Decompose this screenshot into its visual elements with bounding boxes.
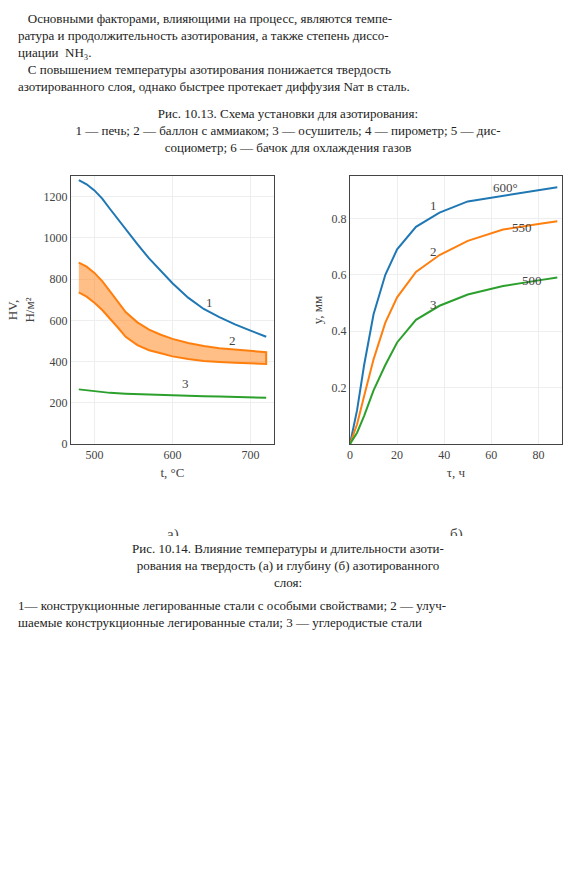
svg-text:1000: 1000 — [44, 231, 68, 245]
svg-text:2: 2 — [229, 333, 236, 348]
svg-text:400: 400 — [50, 355, 68, 369]
svg-text:20: 20 — [391, 448, 403, 462]
html-text:Рис. 10.14. Влияние температур: Рис. 10.14. Влияние температуры и длител… — [132, 541, 444, 556]
html-text:социометр; 6 — бачок для охлаж: социометр; 6 — бачок для охлаждения газо… — [164, 140, 412, 155]
svg-text:40: 40 — [438, 448, 450, 462]
html-text:рования на твердость (а) и глу: рования на твердость (а) и глубину (б) а… — [136, 558, 440, 573]
html-text:азотированного слоя, однако бы: азотированного слоя, однако быстрее прот… — [18, 79, 410, 94]
html-text:1— конструкционные легированны: 1— конструкционные легированные стали с … — [18, 598, 446, 613]
html-text:шаемые конструкционные легиров: шаемые конструкционные легированные стал… — [18, 615, 422, 630]
html-text:циации NH₃.: циации NH₃. — [18, 45, 92, 60]
svg-text:1: 1 — [206, 295, 213, 310]
svg-text:0: 0 — [347, 448, 353, 462]
svg-text:80: 80 — [532, 448, 544, 462]
svg-text:б): б) — [450, 526, 463, 536]
svg-text:1: 1 — [430, 198, 437, 213]
svg-text:60: 60 — [485, 448, 497, 462]
svg-text:3: 3 — [430, 297, 437, 312]
svg-text:600: 600 — [50, 314, 68, 328]
svg-text:500: 500 — [85, 448, 103, 462]
svg-text:0.8: 0.8 — [332, 212, 347, 226]
svg-text:а): а) — [167, 526, 179, 536]
svg-text:500: 500 — [522, 273, 542, 288]
html-text:Рис. 10.13. Схема установки дл: Рис. 10.13. Схема установки для азотиров… — [157, 106, 419, 121]
html-text:слоя:: слоя: — [273, 575, 302, 590]
html-text:1 — печь; 2 — баллон с аммиако: 1 — печь; 2 — баллон с аммиаком; 3 — осу… — [75, 123, 501, 138]
html-text:Основными факторами, влияющими: Основными факторами, влияющими на процес… — [18, 11, 392, 26]
svg-text:3: 3 — [182, 376, 189, 391]
html-text:ратура и продолжительность азо: ратура и продолжительность азотирования,… — [18, 28, 389, 43]
svg-text:700: 700 — [242, 448, 260, 462]
svg-text:0.2: 0.2 — [332, 381, 347, 395]
svg-text:800: 800 — [50, 272, 68, 286]
svg-text:0.6: 0.6 — [332, 268, 347, 282]
svg-text:t, °C: t, °C — [161, 465, 185, 480]
svg-text:τ, ч: τ, ч — [447, 465, 466, 480]
svg-text:y, мм: y, мм — [310, 296, 325, 325]
html-text:С повышением температуры азоти: С повышением температуры азотирования по… — [18, 62, 391, 77]
svg-text:200: 200 — [50, 396, 68, 410]
svg-text:550: 550 — [512, 220, 532, 235]
svg-text:600°: 600° — [493, 180, 518, 195]
svg-text:600: 600 — [164, 448, 182, 462]
svg-text:0: 0 — [62, 437, 68, 451]
svg-text:1200: 1200 — [44, 190, 68, 204]
svg-text:2: 2 — [430, 244, 437, 259]
svg-text:HV,Н/м²: HV,Н/м² — [5, 297, 37, 322]
svg-text:0.4: 0.4 — [332, 324, 347, 338]
